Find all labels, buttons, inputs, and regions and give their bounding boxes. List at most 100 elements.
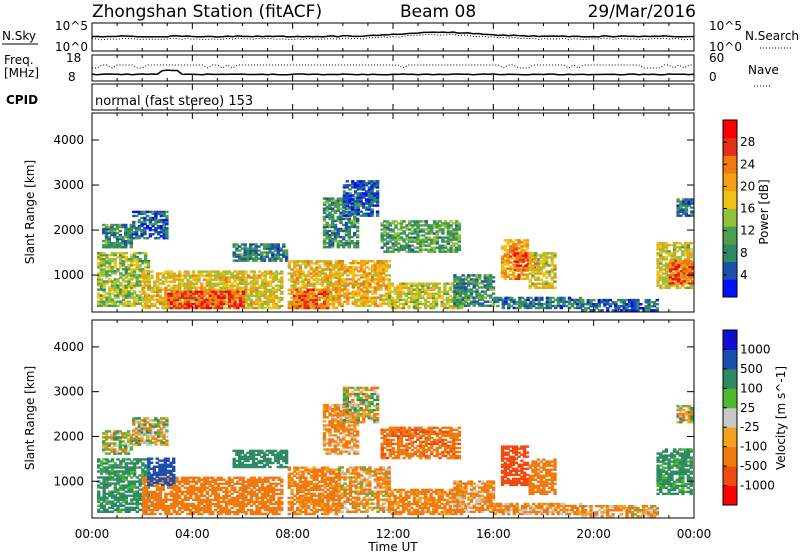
heatmap-cell	[165, 235, 169, 238]
heatmap-cell	[99, 268, 104, 271]
heatmap-cell	[413, 220, 417, 223]
heatmap-cell	[141, 288, 145, 291]
heatmap-cell	[443, 284, 447, 287]
heatmap-cell	[124, 225, 128, 229]
heatmap-cell	[537, 300, 541, 304]
heatmap-cell	[102, 470, 106, 473]
heatmap-cell	[386, 220, 390, 223]
heatmap-cell	[347, 244, 351, 247]
heatmap-cell	[435, 246, 439, 249]
heatmap-cell	[399, 288, 403, 291]
heatmap-cell	[684, 248, 688, 251]
heatmap-cell	[449, 224, 453, 227]
heatmap-cell	[357, 298, 361, 301]
heatmap-cell	[370, 266, 375, 269]
heatmap-cell	[336, 203, 340, 206]
heatmap-cell	[408, 244, 412, 247]
heatmap-cell	[312, 300, 316, 304]
heatmap-cell	[354, 282, 358, 285]
heatmap-cell	[269, 274, 273, 277]
heatmap-cell	[282, 245, 286, 248]
heatmap-cell	[362, 184, 366, 187]
heatmap-cell	[383, 220, 387, 223]
heatmap-cell	[491, 302, 496, 305]
heatmap-cell	[668, 278, 673, 281]
heatmap-cell	[457, 222, 462, 225]
heatmap-cell	[113, 242, 117, 245]
heatmap-cell	[119, 260, 123, 263]
heatmap-cell	[219, 306, 224, 310]
heatmap-cell	[110, 506, 115, 509]
heatmap-cell	[364, 208, 369, 211]
heatmap-cell	[271, 290, 276, 293]
heatmap-cell	[448, 304, 453, 308]
noise-left-tick-bottom: 10^0	[55, 40, 88, 54]
heatmap-cell	[370, 198, 374, 201]
heatmap-cell	[110, 472, 115, 475]
heatmap-cell	[99, 486, 104, 489]
heatmap-cell	[518, 256, 523, 259]
heatmap-cell	[284, 251, 289, 254]
heatmap-cell	[156, 306, 160, 310]
heatmap-cell	[410, 240, 415, 243]
heatmap-cell	[214, 294, 218, 298]
heatmap-cell	[455, 226, 459, 229]
heatmap-cell	[102, 253, 106, 257]
heatmap-cell	[334, 300, 338, 304]
heatmap-cell	[146, 274, 151, 277]
heatmap-cell	[295, 294, 299, 298]
heatmap-cell	[684, 286, 688, 289]
heatmap-cell	[157, 231, 161, 234]
heatmap-cell	[328, 197, 332, 200]
heatmap-cell	[678, 248, 682, 251]
heatmap-cell	[121, 450, 125, 453]
heatmap-cell	[368, 282, 372, 285]
heatmap-cell	[424, 220, 428, 223]
heatmap-cell	[121, 294, 126, 297]
heatmap-cell	[509, 257, 513, 260]
heatmap-cell	[347, 233, 351, 237]
heatmap-cell	[134, 233, 139, 236]
heatmap-cell	[357, 278, 361, 281]
heatmap-cell	[309, 298, 313, 302]
heatmap-cell	[443, 302, 447, 306]
heatmap-cell	[329, 298, 333, 302]
heatmap-cell	[235, 253, 239, 256]
heatmap-cell	[421, 228, 426, 231]
heatmap-cell	[367, 192, 372, 195]
cpid-panel: CPID normal (fast stereo) 153	[6, 83, 695, 111]
heatmap-cell	[107, 452, 111, 455]
heatmap-cell	[132, 260, 137, 263]
heatmap-cell	[108, 510, 112, 513]
heatmap-cell	[483, 286, 487, 289]
heatmap-cell	[255, 298, 259, 302]
heatmap-cell	[153, 304, 157, 308]
heatmap-cell	[260, 300, 265, 304]
heatmap-cell	[127, 488, 131, 491]
heatmap-cell	[211, 302, 215, 306]
heatmap-cell	[427, 232, 431, 235]
heatmap-cell	[453, 278, 457, 281]
heatmap-cell	[203, 300, 207, 304]
heatmap-cell	[351, 206, 355, 209]
heatmap-cell	[355, 209, 360, 212]
heatmap-cell	[455, 250, 459, 253]
heatmap-cell	[211, 284, 215, 287]
heatmap-cell	[656, 284, 660, 287]
heatmap-cell	[118, 233, 122, 237]
heatmap-cell	[524, 254, 528, 257]
heatmap-cell	[252, 300, 256, 304]
heatmap-cell	[424, 222, 428, 225]
heatmap-cell	[542, 286, 546, 289]
heatmap-cell	[178, 296, 182, 300]
heatmap-cell	[287, 302, 291, 306]
heatmap-cell	[346, 302, 350, 305]
heatmap-cell	[124, 458, 128, 461]
heatmap-cell	[523, 302, 528, 306]
heatmap-cell	[249, 284, 254, 287]
heatmap-cell	[684, 212, 689, 215]
heatmap-cell	[457, 226, 462, 229]
heatmap-cell	[448, 286, 453, 289]
heatmap-cell	[143, 233, 147, 236]
heatmap-cell	[453, 300, 457, 303]
